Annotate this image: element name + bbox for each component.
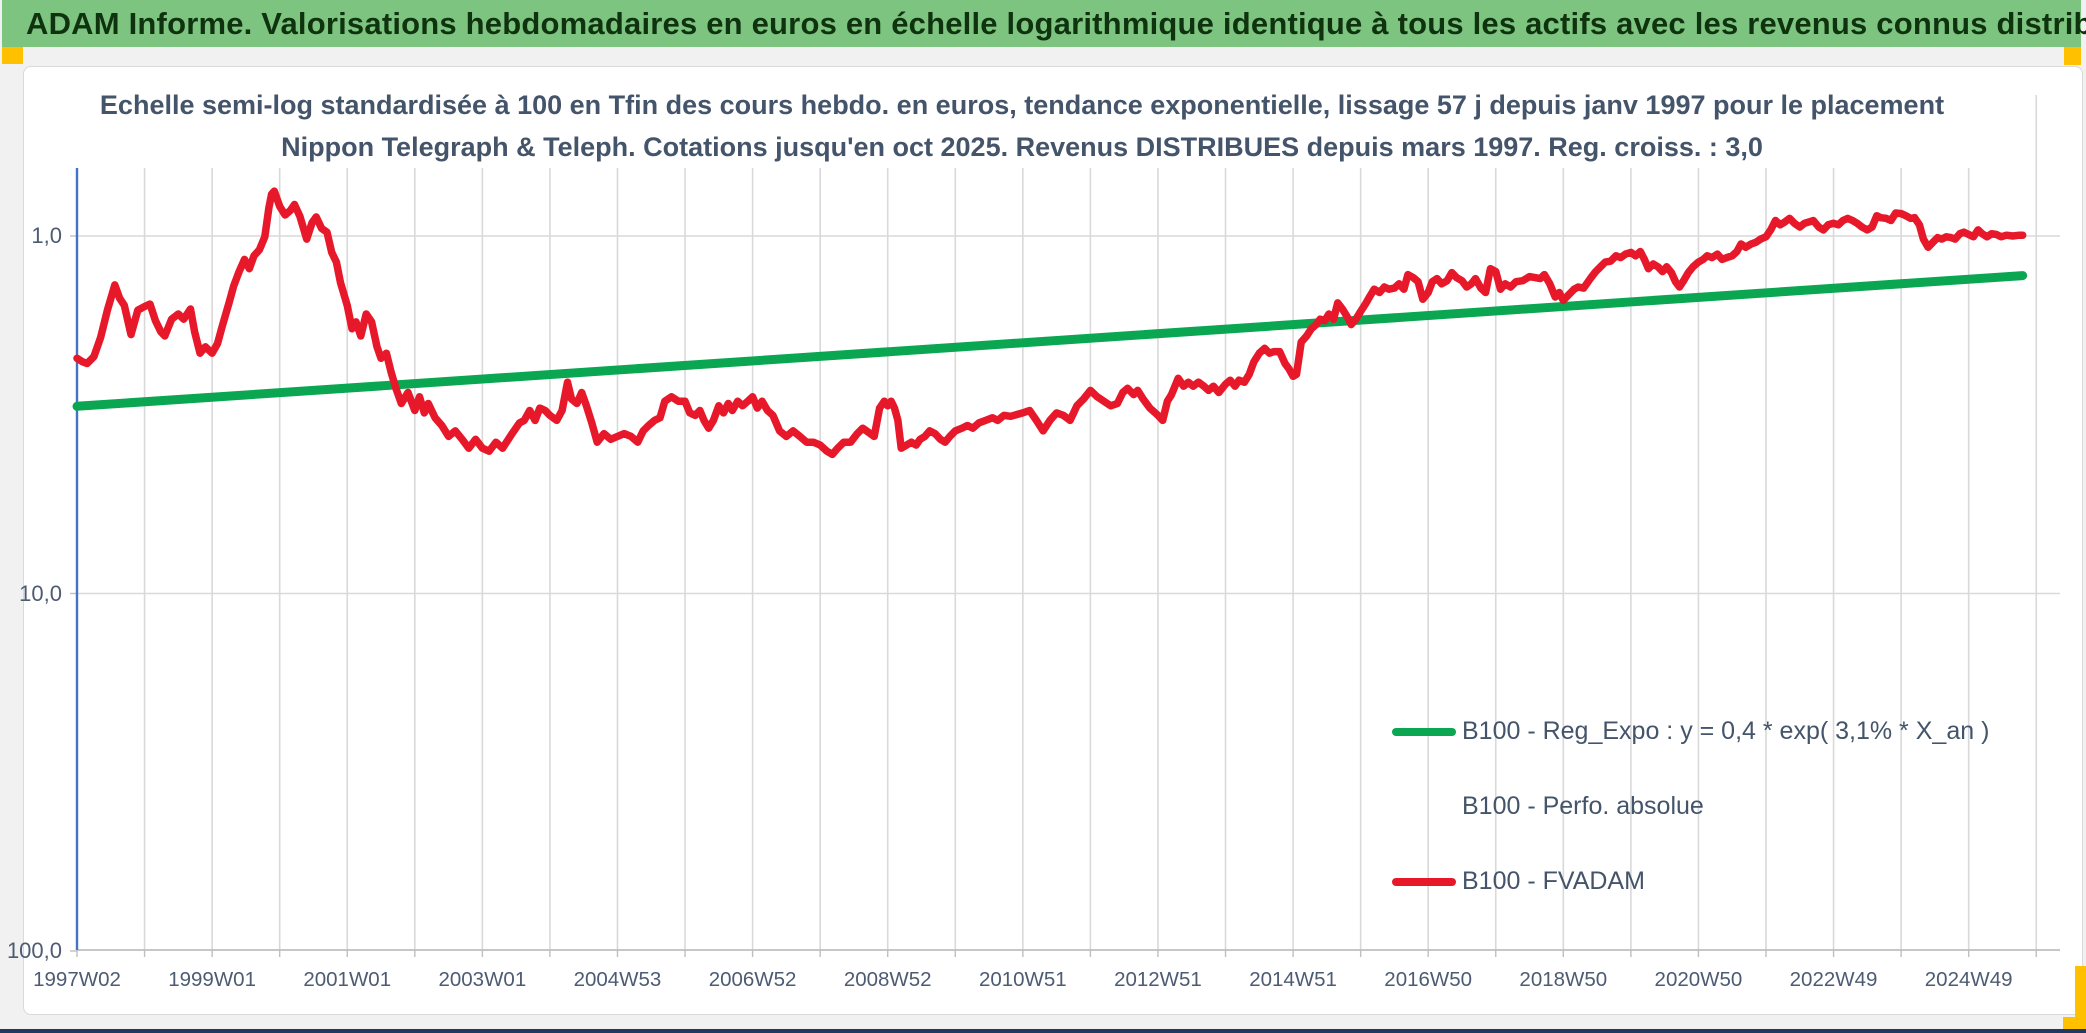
x-tick-label: 1999W01	[168, 968, 256, 991]
red-line-swatch-icon	[1392, 877, 1456, 886]
legend-item-fvadam: B100 - FVADAM	[1392, 844, 1989, 919]
y-tick-label: 1,0	[31, 223, 62, 248]
x-tick-label: 2008W52	[843, 968, 932, 991]
green-line-swatch-icon	[1392, 727, 1456, 736]
x-tick-label: 2020W50	[1654, 968, 1743, 991]
gold-accent-top-left	[2, 47, 23, 64]
red-dotted-line-swatch-icon	[1392, 802, 1456, 811]
legend-label: B100 - Perfo. absolue	[1462, 792, 1704, 820]
x-tick-label: 2012W51	[1114, 968, 1202, 991]
legend-item-perfo-absolue: B100 - Perfo. absolue	[1392, 769, 1989, 844]
x-tick-label: 2018W50	[1519, 968, 1608, 991]
chart-title: Echelle semi-log standardisée à 100 en T…	[72, 84, 1972, 168]
legend-label: B100 - Reg_Expo : y = 0,4 * exp( 3,1% * …	[1462, 717, 1990, 745]
bottom-accent-bar	[0, 1029, 2086, 1033]
legend-item-reg-expo: B100 - Reg_Expo : y = 0,4 * exp( 3,1% * …	[1392, 694, 1989, 769]
x-tick-label: 2006W52	[708, 968, 797, 991]
x-tick-label: 2004W53	[573, 968, 662, 991]
gold-accent-bottom-right-vertical	[2075, 966, 2086, 1033]
x-tick-label: 2024W49	[1924, 968, 2013, 991]
chart-card	[23, 66, 2083, 1015]
x-tick-label: 1997W02	[33, 968, 121, 991]
legend: B100 - Reg_Expo : y = 0,4 * exp( 3,1% * …	[1392, 694, 1989, 919]
header-banner: ADAM Informe. Valorisations hebdomadaire…	[2, 0, 2086, 47]
gold-accent-top-right	[2064, 47, 2081, 65]
x-tick-label: 2001W01	[303, 968, 392, 991]
x-tick-label: 2003W01	[438, 968, 527, 991]
x-tick-label: 2016W50	[1384, 968, 1473, 991]
x-tick-label: 2010W51	[978, 968, 1067, 991]
x-tick-label: 2022W49	[1789, 968, 1878, 991]
legend-label: B100 - FVADAM	[1462, 867, 1645, 895]
page-title: ADAM Informe. Valorisations hebdomadaire…	[26, 5, 2086, 41]
x-tick-label: 2014W51	[1249, 968, 1337, 991]
y-tick-label: 100,0	[6, 938, 62, 963]
y-tick-label: 10,0	[19, 580, 62, 606]
